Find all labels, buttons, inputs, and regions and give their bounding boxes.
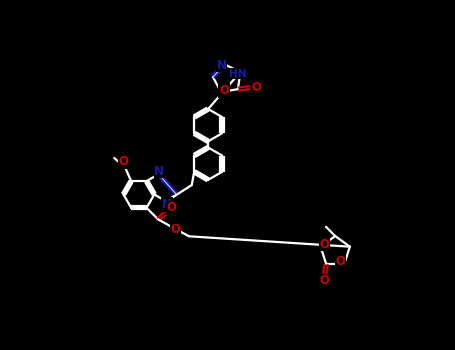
Text: O: O [166,201,176,214]
Text: O: O [319,238,329,251]
Text: O: O [118,155,128,168]
Text: O: O [335,255,345,268]
Text: O: O [252,81,262,94]
Text: N: N [162,198,172,211]
Text: N: N [217,59,227,72]
Text: HN: HN [228,69,246,79]
Text: O: O [319,274,329,287]
Text: O: O [219,84,229,97]
Text: N: N [154,164,164,177]
Text: O: O [171,223,181,236]
